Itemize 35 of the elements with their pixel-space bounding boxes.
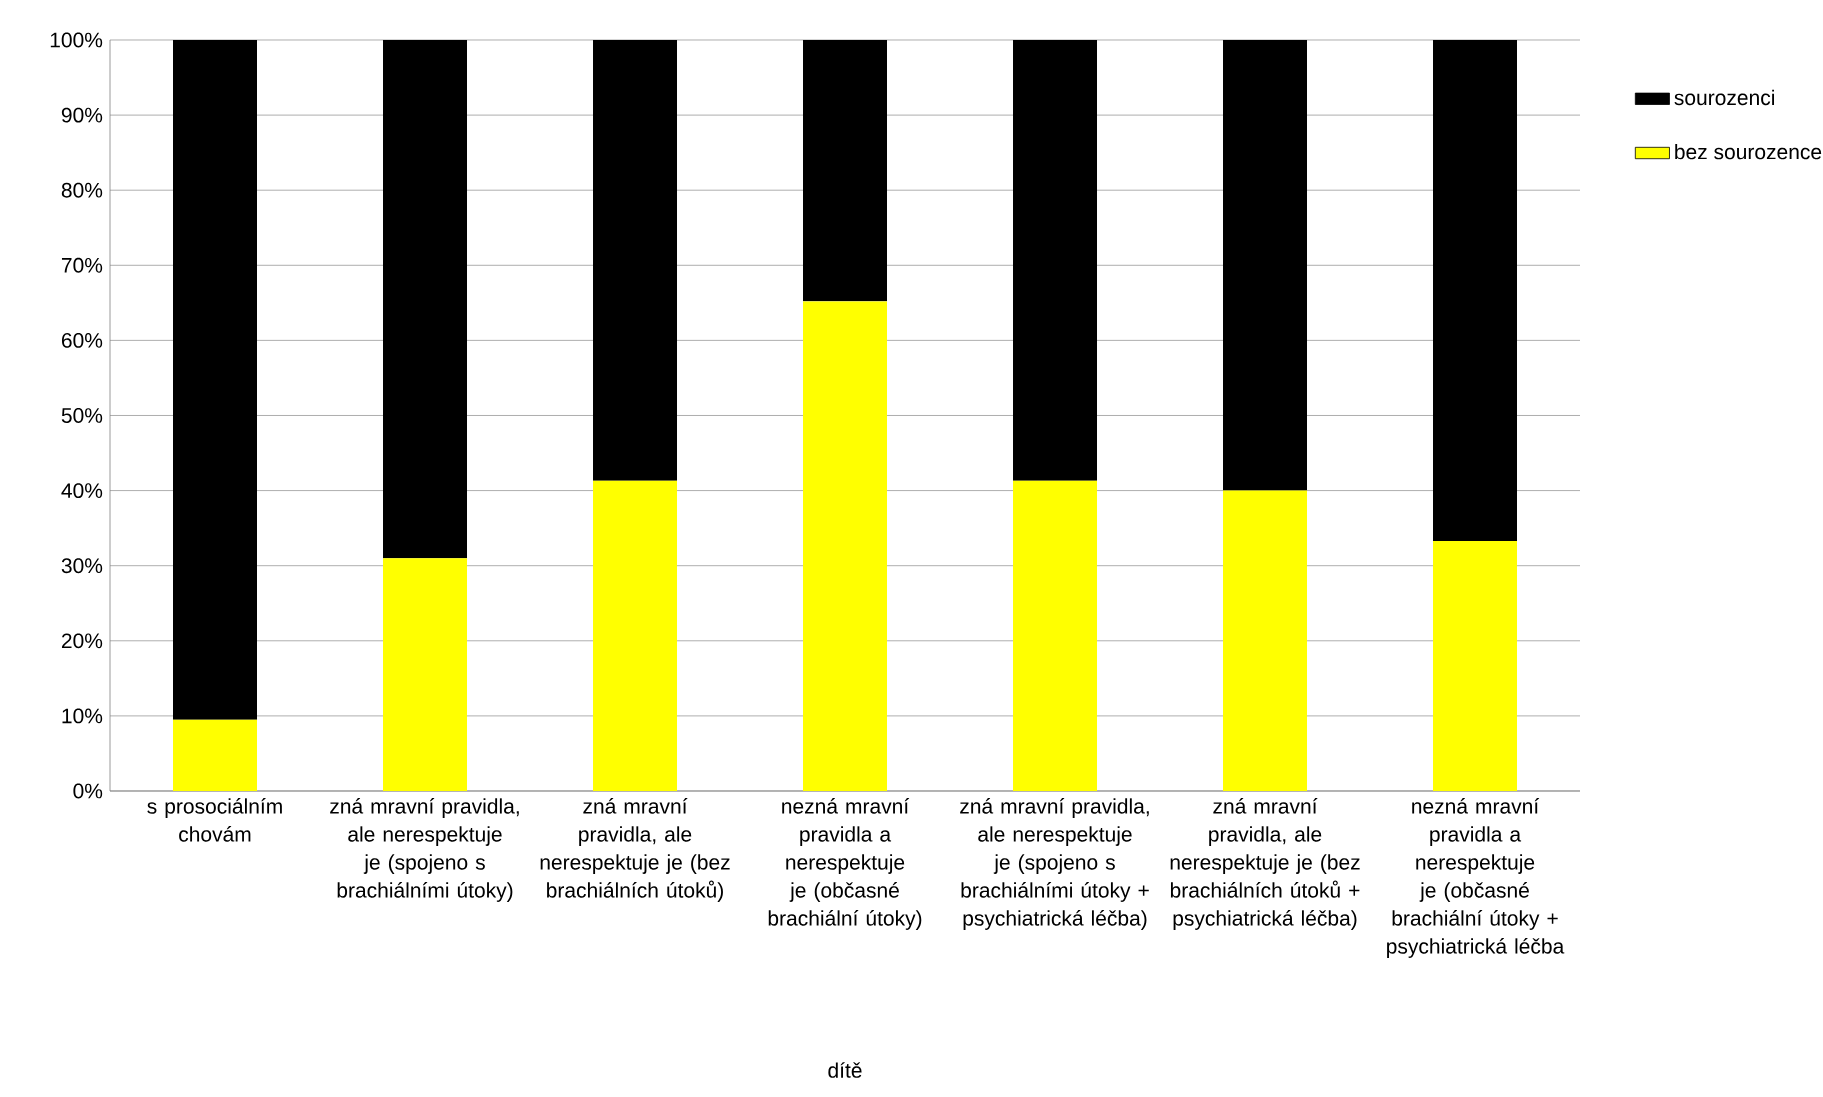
x-tick-label: zná mravní pravidla, ale nerespektuje je (bez brachiálních útoků + psychiatrická léčba): [1170, 798, 1360, 930]
bar: [383, 39, 468, 559]
y-tick-label: 0%: [73, 783, 103, 799]
bar: [1223, 39, 1308, 491]
x-tick-label: zná mravní pravidla, ale nerespektuje je (bez brachiálních útoků): [540, 798, 730, 902]
x-tick-label: zná mravní pravidla, ale nerespektuje je (spojeno s brachiálními útoky): [330, 798, 519, 902]
y-tick-label: 70%: [61, 257, 103, 273]
bar: [383, 558, 468, 791]
bar: [803, 301, 888, 791]
bar: [1433, 39, 1518, 541]
y-tick-label: 20%: [61, 633, 103, 649]
legend-label: bez sourozence: [1675, 143, 1822, 160]
bar: [1433, 540, 1518, 791]
bar: [1013, 480, 1098, 791]
y-tick-label: 30%: [61, 558, 103, 574]
x-tick-label: nezná mravní pravidla a nerespektuje je (občasné brachiální útoky + psychiatrická léčba: [1387, 798, 1565, 958]
y-tick-label: 90%: [61, 107, 103, 123]
y-tick-label: 40%: [61, 483, 103, 499]
bar: [173, 719, 257, 791]
x-tick-label: nezná mravní pravidla a nerespektuje je (občasné brachiální útoky): [768, 798, 922, 930]
y-tick-label: 10%: [62, 708, 103, 724]
x-axis-title: dítě: [828, 1062, 862, 1078]
x-tick-label: s prosociálním chovám: [147, 798, 282, 842]
bar: [593, 480, 678, 791]
bar: [1223, 490, 1308, 791]
y-tick-label: 60%: [61, 332, 103, 348]
y-tick-label: 50%: [61, 408, 103, 423]
y-tick-label: 100%: [50, 32, 103, 48]
legend-label: sourozenci: [1674, 89, 1774, 106]
bar: [593, 39, 678, 481]
x-tick-label: zná mravní pravidla, ale nerespektuje je (spojeno s brachiálními útoky + psychiatrická léčba): [960, 798, 1149, 930]
bar: [1013, 39, 1098, 481]
bar: [803, 39, 888, 302]
y-tick-label: 80%: [61, 182, 103, 198]
bar: [173, 39, 257, 720]
